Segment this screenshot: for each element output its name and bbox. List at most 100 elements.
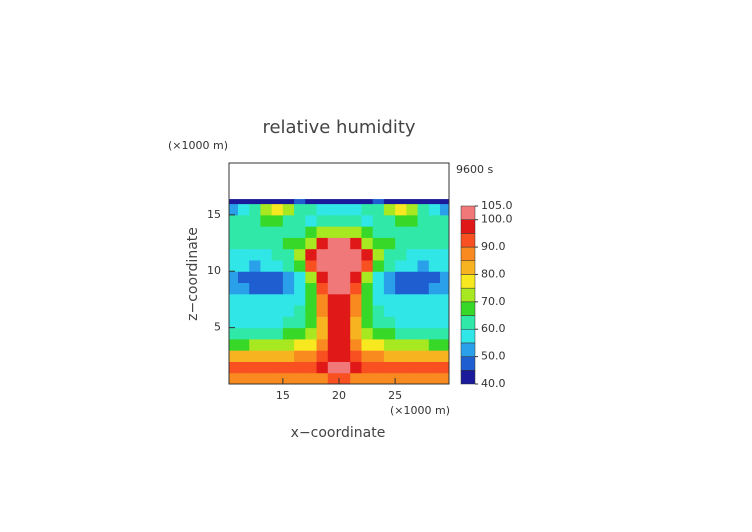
cell [417, 199, 430, 205]
cell [260, 237, 273, 250]
cell [395, 327, 407, 340]
cell [229, 293, 239, 306]
cell [440, 316, 449, 329]
y-unit: (×1000 m) [168, 139, 228, 152]
cell [316, 248, 329, 261]
y-tick-label: 15 [207, 208, 221, 221]
cell [406, 237, 419, 250]
cell [350, 203, 362, 216]
cell [271, 199, 284, 205]
cell [260, 199, 273, 205]
cell [350, 271, 362, 284]
cell [305, 237, 318, 250]
cell [249, 305, 261, 317]
cell [305, 316, 318, 329]
cell [316, 361, 329, 374]
cell [361, 271, 374, 284]
cell [350, 226, 362, 238]
cell [237, 203, 250, 216]
cell [440, 259, 449, 272]
cell [417, 361, 430, 374]
cell [440, 282, 449, 295]
cell [282, 350, 295, 362]
cell [316, 199, 329, 205]
cell [282, 293, 295, 306]
cell [440, 248, 449, 261]
cell [305, 293, 318, 306]
cell [417, 338, 430, 351]
x-tick-label: 25 [388, 389, 402, 402]
cell [395, 282, 407, 295]
cell [440, 271, 449, 284]
cell [372, 214, 385, 227]
colorbar-tick-label: 70.0 [481, 295, 506, 308]
cell [361, 293, 374, 306]
cell [395, 305, 407, 317]
cell [294, 350, 306, 362]
cell [428, 237, 441, 250]
cell [383, 259, 396, 272]
cell [316, 226, 329, 238]
cell [428, 293, 441, 306]
colorbar-tick-label: 100.0 [481, 213, 513, 226]
cell [327, 305, 340, 317]
cell [339, 237, 351, 250]
cell [305, 199, 318, 205]
cell [229, 199, 239, 205]
cell [383, 214, 396, 227]
cell [271, 271, 284, 284]
cell [350, 214, 362, 227]
colorbar-tick-label: 60.0 [481, 322, 506, 335]
cell [271, 203, 284, 216]
cell [361, 237, 374, 250]
cell [406, 214, 419, 227]
cell [249, 361, 261, 374]
cell [372, 199, 385, 205]
cell [327, 338, 340, 351]
cell [406, 316, 419, 329]
cell [428, 338, 441, 351]
cell [327, 226, 340, 238]
cell [406, 350, 419, 362]
cell [237, 271, 250, 284]
cell [249, 248, 261, 261]
cell [395, 338, 407, 351]
cell [316, 237, 329, 250]
cell [316, 282, 329, 295]
cell [271, 214, 284, 227]
field [229, 199, 449, 384]
cell [440, 203, 449, 216]
cell [406, 361, 419, 374]
cell [406, 338, 419, 351]
cell [428, 316, 441, 329]
cell [260, 372, 273, 384]
cell [316, 259, 329, 272]
cell [339, 305, 351, 317]
cell [361, 248, 374, 261]
cell [350, 338, 362, 351]
cell [305, 361, 318, 374]
cell [271, 361, 284, 374]
cell [350, 259, 362, 272]
cell [440, 293, 449, 306]
cell [383, 350, 396, 362]
cell [249, 293, 261, 306]
cell [395, 237, 407, 250]
cell [372, 338, 385, 351]
cell [350, 199, 362, 205]
cell [294, 338, 306, 351]
cell [249, 226, 261, 238]
cell [406, 203, 419, 216]
cell [428, 282, 441, 295]
cell [428, 203, 441, 216]
cell [294, 372, 306, 384]
cell [428, 372, 441, 384]
cell [260, 293, 273, 306]
cell [417, 350, 430, 362]
cell [237, 199, 250, 205]
cell [294, 271, 306, 284]
cell [294, 259, 306, 272]
cell [327, 293, 340, 306]
cell [327, 199, 340, 205]
cell [249, 350, 261, 362]
